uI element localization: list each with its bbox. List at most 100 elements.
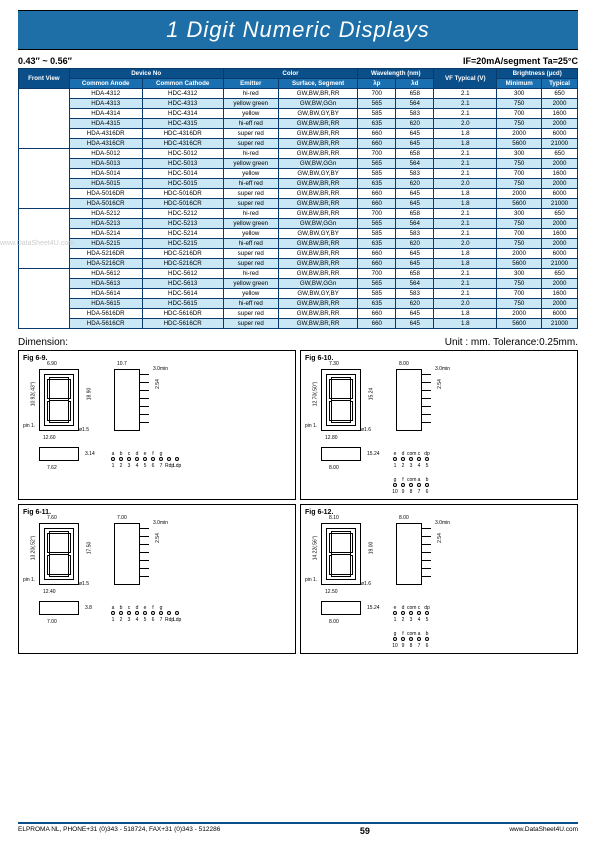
cell-ld: 658 — [396, 209, 434, 219]
cell-lp: 565 — [358, 99, 396, 109]
hdr-vf: VF Typical (V) — [434, 69, 497, 89]
dim-pin-pitch: 2.54 — [155, 533, 161, 543]
cell-btyp: 2000 — [542, 119, 578, 129]
cell-vf: 2.0 — [434, 239, 497, 249]
table-row: 0.50″10pinfig 6-10HDA-5012HDC-5012hi-red… — [19, 149, 578, 159]
footer-url: www.DataSheet4U.com — [509, 826, 578, 836]
cell-btyp: 650 — [542, 209, 578, 219]
cell-surf: GW,BW,BR,RR — [278, 189, 358, 199]
dimension-figure: Fig 6-11.7.6013.20(.52")17.5012.40pin 1.… — [18, 504, 296, 654]
cell-surf: GW,BW,GY,BY — [278, 289, 358, 299]
cell-emit: hi-eff red — [223, 179, 278, 189]
hdr-front-view: Front View — [19, 69, 70, 89]
cell-surf: GW,BW,BR,RR — [278, 319, 358, 329]
pin-number: 8 — [407, 489, 415, 495]
cell-vf: 1.8 — [434, 139, 497, 149]
pin-number: 2 — [117, 617, 125, 623]
pinout-diagram-2: gfcomab109876 — [391, 477, 431, 495]
cell-cc: HDC-5016DR — [142, 189, 223, 199]
display-bottom-view — [39, 601, 79, 615]
cell-bmin: 700 — [497, 289, 542, 299]
cell-ld: 658 — [396, 89, 434, 99]
cell-cc: HDC-5213 — [142, 219, 223, 229]
dim-width-body: 7.30 — [329, 361, 339, 367]
cell-lp: 660 — [358, 129, 396, 139]
pin1-label: pin 1. — [23, 577, 35, 583]
cell-surf: GW,BW,BR,RR — [278, 149, 358, 159]
cell-lp: 660 — [358, 199, 396, 209]
cell-ca: HDA-5213 — [69, 219, 142, 229]
cell-lp: 700 — [358, 209, 396, 219]
pin-circle-icon — [143, 457, 147, 461]
dim-pin-dia: ø1.6 — [361, 581, 371, 587]
cell-emit: yellow — [223, 229, 278, 239]
cell-emit: super red — [223, 139, 278, 149]
cell-btyp: 6000 — [542, 249, 578, 259]
cell-vf: 2.1 — [434, 279, 497, 289]
cell-surf: GW,BW,BR,RR — [278, 89, 358, 99]
dim-bottom-width: 7.62 — [47, 465, 57, 471]
pin-circle-icon — [401, 457, 405, 461]
cell-lp: 635 — [358, 179, 396, 189]
dim-char-height: 12.70(.50") — [312, 382, 318, 407]
pin-circle-icon — [417, 483, 421, 487]
table-row: HDA-5014HDC-5014yellowGW,BW,GY,BY5855832… — [19, 169, 578, 179]
cell-ld: 645 — [396, 309, 434, 319]
dim-pin-row: 3.14 — [85, 451, 95, 457]
dim-width-total: 12.40 — [43, 589, 56, 595]
cell-emit: yellow — [223, 109, 278, 119]
pin-number: 4 — [133, 617, 141, 623]
page-title: 1 Digit Numeric Displays — [18, 10, 578, 50]
pinout-diagram: edcomcdp12345 — [391, 605, 431, 623]
cell-emit: super red — [223, 129, 278, 139]
dim-width-body: 8.10 — [329, 515, 339, 521]
dim-pin-pitch: 2.54 — [437, 379, 443, 389]
table-row: HDA-5616CRHDC-5616CRsuper redGW,BW,BR,RR… — [19, 319, 578, 329]
cell-ld: 620 — [396, 179, 434, 189]
table-row: HDA-5015HDC-5015hi-eff redGW,BW,BR,RR635… — [19, 179, 578, 189]
pin-number: 5 — [141, 463, 149, 469]
pin-circle-icon — [175, 611, 179, 615]
footer-page: 59 — [360, 826, 370, 836]
cell-vf: 2.1 — [434, 269, 497, 279]
cell-surf: GW,BW,BR,RR — [278, 299, 358, 309]
cell-ca: HDA-5616DR — [69, 309, 142, 319]
pin-number: 7 — [415, 489, 423, 495]
cell-vf: 2.0 — [434, 119, 497, 129]
pin-number: 1 — [109, 617, 117, 623]
cell-cc: HDC-5616DR — [142, 309, 223, 319]
cell-emit: hi-eff red — [223, 239, 278, 249]
cell-ld: 583 — [396, 289, 434, 299]
cell-surf: GW,BW,GGn — [278, 279, 358, 289]
table-row: HDA-5613HDC-5613yellow greenGW,BW,GGn565… — [19, 279, 578, 289]
cell-btyp: 1600 — [542, 289, 578, 299]
pin-number: 9 — [399, 643, 407, 649]
size-range: 0.43″ ~ 0.56″ — [18, 56, 72, 66]
pin-number: 4 — [415, 463, 423, 469]
cell-ca: HDA-5612 — [69, 269, 142, 279]
cell-ld: 620 — [396, 119, 434, 129]
cell-lp: 700 — [358, 269, 396, 279]
cell-btyp: 1600 — [542, 109, 578, 119]
cell-btyp: 2000 — [542, 219, 578, 229]
cell-vf: 2.1 — [434, 209, 497, 219]
pin-circle-icon — [143, 611, 147, 615]
cell-ld: 620 — [396, 239, 434, 249]
dim-pin-length: 3.0min — [435, 366, 450, 372]
display-side-view — [396, 369, 422, 431]
pin-circle-icon — [159, 457, 163, 461]
table-row: 0.52″14pinfig 6-11HDA-5212HDC-5212hi-red… — [19, 209, 578, 219]
pin-circle-icon — [167, 611, 171, 615]
pin-number: 10 — [391, 489, 399, 495]
front-view-group: 0.43″14pinfig 6-9 — [19, 89, 70, 149]
pin-circle-icon — [111, 611, 115, 615]
cell-btyp: 650 — [542, 149, 578, 159]
cell-vf: 1.8 — [434, 129, 497, 139]
pin-circle-icon — [393, 637, 397, 641]
table-row: HDA-5214HDC-5214yellowGW,BW,GY,BY5855832… — [19, 229, 578, 239]
cell-emit: hi-red — [223, 89, 278, 99]
dim-width-total: 12.60 — [43, 435, 56, 441]
cell-emit: hi-eff red — [223, 119, 278, 129]
dim-pin-dia: ø1.6 — [361, 427, 371, 433]
cell-ld: 645 — [396, 139, 434, 149]
